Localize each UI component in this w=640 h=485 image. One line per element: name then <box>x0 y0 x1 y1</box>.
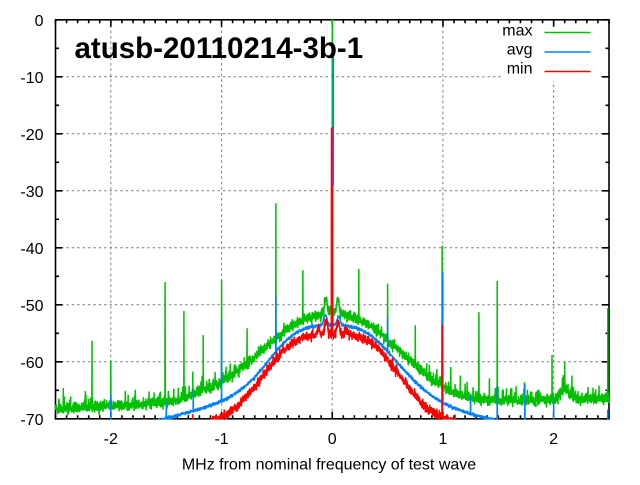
svg-text:-30: -30 <box>20 184 43 201</box>
svg-text:1: 1 <box>438 431 447 448</box>
svg-text:min: min <box>507 61 533 78</box>
svg-text:atusb-20110214-3b-1: atusb-20110214-3b-1 <box>75 32 364 65</box>
svg-text:2: 2 <box>549 431 558 448</box>
svg-text:0: 0 <box>35 13 44 30</box>
svg-text:-50: -50 <box>20 298 43 315</box>
svg-text:-60: -60 <box>20 355 43 372</box>
svg-text:-20: -20 <box>20 127 43 144</box>
svg-text:avg: avg <box>507 42 533 59</box>
svg-text:-2: -2 <box>104 431 118 448</box>
svg-text:-70: -70 <box>20 412 43 429</box>
svg-text:-1: -1 <box>214 431 228 448</box>
svg-text:0: 0 <box>328 431 337 448</box>
svg-text:-40: -40 <box>20 241 43 258</box>
svg-text:MHz from nominal frequency of: MHz from nominal frequency of test wave <box>182 457 476 474</box>
svg-text:-10: -10 <box>20 70 43 87</box>
svg-text:max: max <box>502 22 532 39</box>
